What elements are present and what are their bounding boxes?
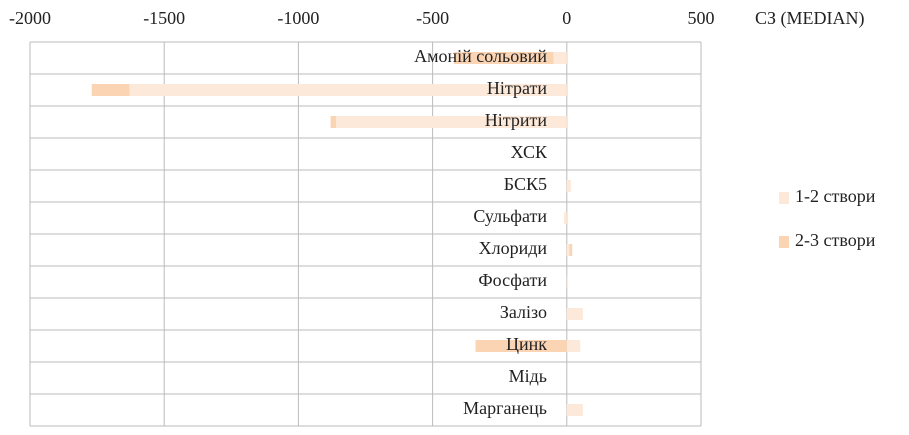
category-label: Залізо: [500, 302, 547, 322]
bar: [129, 84, 567, 96]
category-label: Сульфати: [473, 206, 547, 226]
x-tick-label: -500: [416, 8, 449, 28]
bar: [335, 116, 567, 128]
legend-swatch: [779, 236, 789, 248]
bar: [454, 52, 567, 64]
bar: [566, 180, 571, 192]
category-label: БСК5: [504, 174, 547, 194]
bar: [553, 52, 567, 64]
bar: [475, 340, 567, 352]
bar: [566, 308, 583, 320]
category-label: Нітрати: [487, 78, 547, 98]
category-label: Мідь: [509, 366, 547, 386]
category-label: Фосфати: [478, 270, 547, 290]
bar: [564, 212, 567, 224]
x-tick-label: 0: [562, 8, 571, 28]
x-tick-label: 500: [688, 8, 715, 28]
category-label: ХСК: [511, 142, 548, 162]
legend-label: 2-3 створи: [795, 230, 876, 250]
category-label: Марганець: [463, 398, 547, 418]
bar: [566, 340, 581, 352]
category-label: Хлориди: [479, 238, 548, 258]
chart-title: СЗ (MEDIAN): [755, 8, 865, 29]
x-tick-label: -1000: [277, 8, 319, 28]
category-label: Нітрити: [485, 110, 548, 130]
x-tick-label: -2000: [9, 8, 51, 28]
legend-label: 1-2 створи: [795, 186, 876, 206]
legend-swatch: [779, 192, 789, 204]
category-label: Амоній сольовий: [414, 46, 547, 66]
x-tick-label: -1500: [143, 8, 185, 28]
category-label: Цинк: [506, 334, 547, 354]
bar: [566, 276, 569, 288]
bar: [566, 244, 570, 256]
bar: [566, 404, 583, 416]
